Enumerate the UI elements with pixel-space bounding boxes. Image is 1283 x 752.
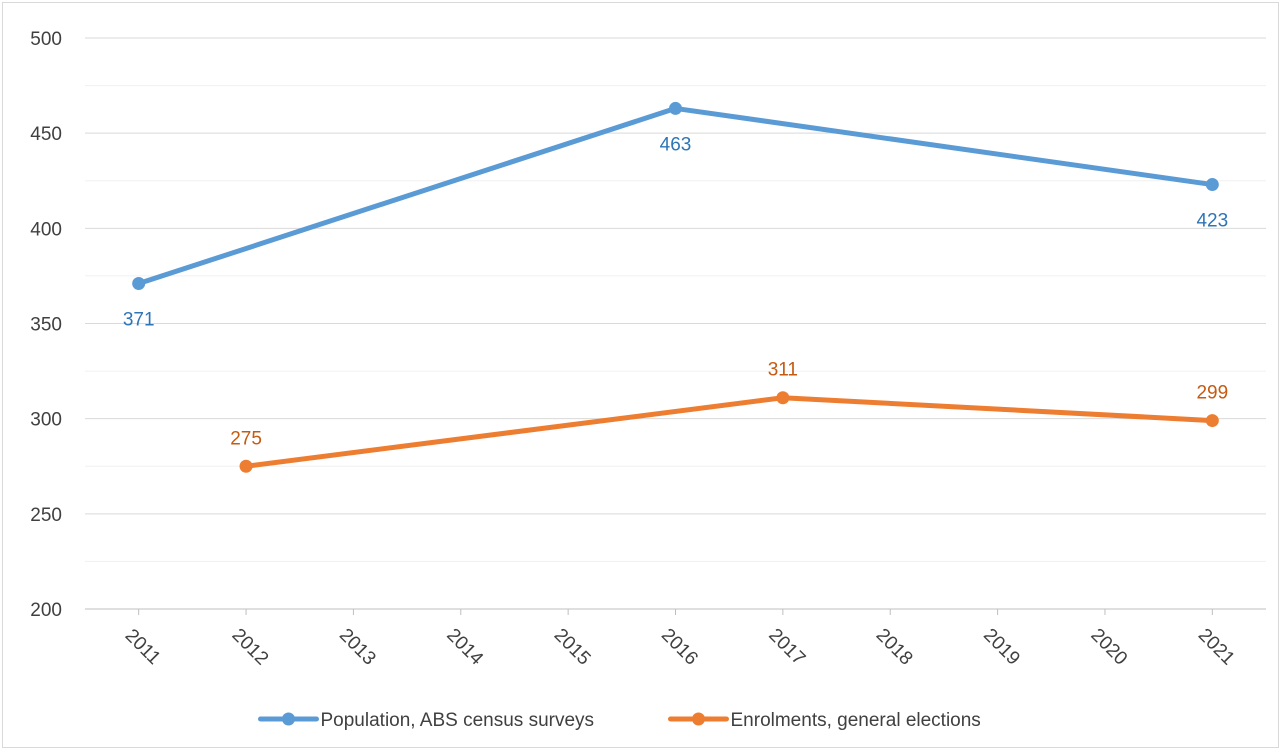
y-tick-label: 250 <box>30 505 62 526</box>
data-point <box>1205 178 1219 192</box>
data-point <box>669 101 682 115</box>
x-tick-label: 2013 <box>335 625 380 670</box>
gridlines <box>85 37 1266 562</box>
x-tick-label: 2019 <box>979 625 1024 670</box>
data-label: 275 <box>230 428 262 449</box>
data-point <box>776 391 790 405</box>
x-tick-label: 2014 <box>442 625 487 670</box>
y-tick-label: 400 <box>30 219 62 240</box>
data-point <box>1205 414 1219 428</box>
data-point <box>132 277 146 291</box>
x-tick-label: 2018 <box>872 625 917 670</box>
series <box>132 101 1219 473</box>
data-label: 463 <box>660 134 692 155</box>
data-labels: 371 463 423 275 311 299 <box>123 134 1228 449</box>
axes: 200 250 300 350 400 450 500 2011 2012 2013 2014 201… <box>30 29 1266 670</box>
data-label: 423 <box>1196 211 1228 232</box>
legend-marker-2 <box>692 712 705 726</box>
legend-label-2: Enrolments, general elections <box>731 710 981 731</box>
data-label: 311 <box>768 360 798 381</box>
y-tick-label: 300 <box>30 410 62 431</box>
legend-label-1: Population, ABS census surveys <box>321 710 595 731</box>
x-tick-label: 2020 <box>1086 625 1131 670</box>
x-tick-label: 2016 <box>657 625 702 670</box>
y-tick-label: 500 <box>30 29 62 50</box>
data-label: 299 <box>1196 383 1228 404</box>
x-tick-label: 2017 <box>764 625 809 670</box>
data-label: 371 <box>123 310 155 331</box>
y-tick-label: 200 <box>30 600 62 621</box>
y-tick-label: 450 <box>30 124 62 145</box>
legend: Population, ABS census surveys Enrolments… <box>258 710 981 731</box>
x-tick-label: 2011 <box>121 625 165 669</box>
legend-marker-1 <box>282 712 295 726</box>
x-tick-label: 2015 <box>550 625 595 670</box>
x-tick-label: 2021 <box>1194 625 1239 670</box>
data-point <box>239 459 253 473</box>
y-tick-label: 350 <box>30 315 62 336</box>
series-line-2 <box>243 395 1215 469</box>
x-tick-label: 2012 <box>228 625 273 670</box>
